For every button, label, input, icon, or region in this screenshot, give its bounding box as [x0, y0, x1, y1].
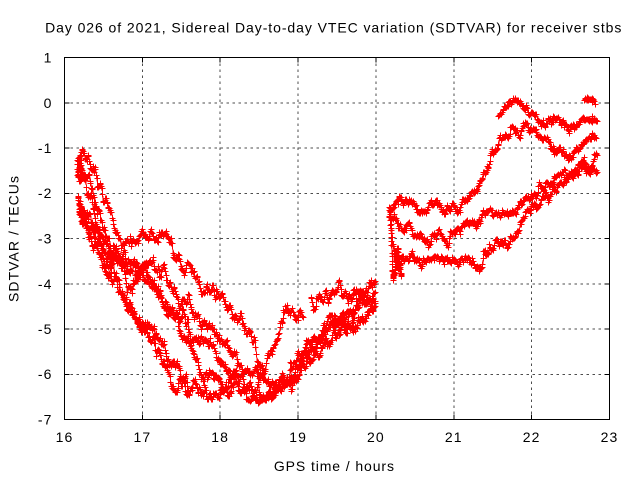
- svg-text:20: 20: [367, 429, 385, 445]
- svg-text:-7: -7: [38, 412, 53, 428]
- svg-text:Day 026 of 2021, Sidereal Day-: Day 026 of 2021, Sidereal Day-to-day VTE…: [45, 20, 622, 36]
- svg-text:GPS time / hours: GPS time / hours: [274, 458, 395, 474]
- svg-text:23: 23: [601, 429, 619, 445]
- svg-text:17: 17: [134, 429, 152, 445]
- svg-text:-5: -5: [38, 321, 53, 337]
- svg-text:22: 22: [523, 429, 541, 445]
- svg-text:SDTVAR / TECUs: SDTVAR / TECUs: [6, 175, 22, 302]
- svg-text:-4: -4: [38, 276, 53, 292]
- svg-text:18: 18: [211, 429, 229, 445]
- svg-text:-6: -6: [38, 366, 53, 382]
- svg-text:-3: -3: [38, 231, 53, 247]
- svg-text:19: 19: [289, 429, 307, 445]
- svg-text:1: 1: [44, 50, 53, 66]
- svg-text:-1: -1: [38, 140, 53, 156]
- svg-text:16: 16: [56, 429, 74, 445]
- svg-text:-2: -2: [38, 185, 53, 201]
- svg-text:0: 0: [44, 95, 53, 111]
- svg-text:21: 21: [445, 429, 463, 445]
